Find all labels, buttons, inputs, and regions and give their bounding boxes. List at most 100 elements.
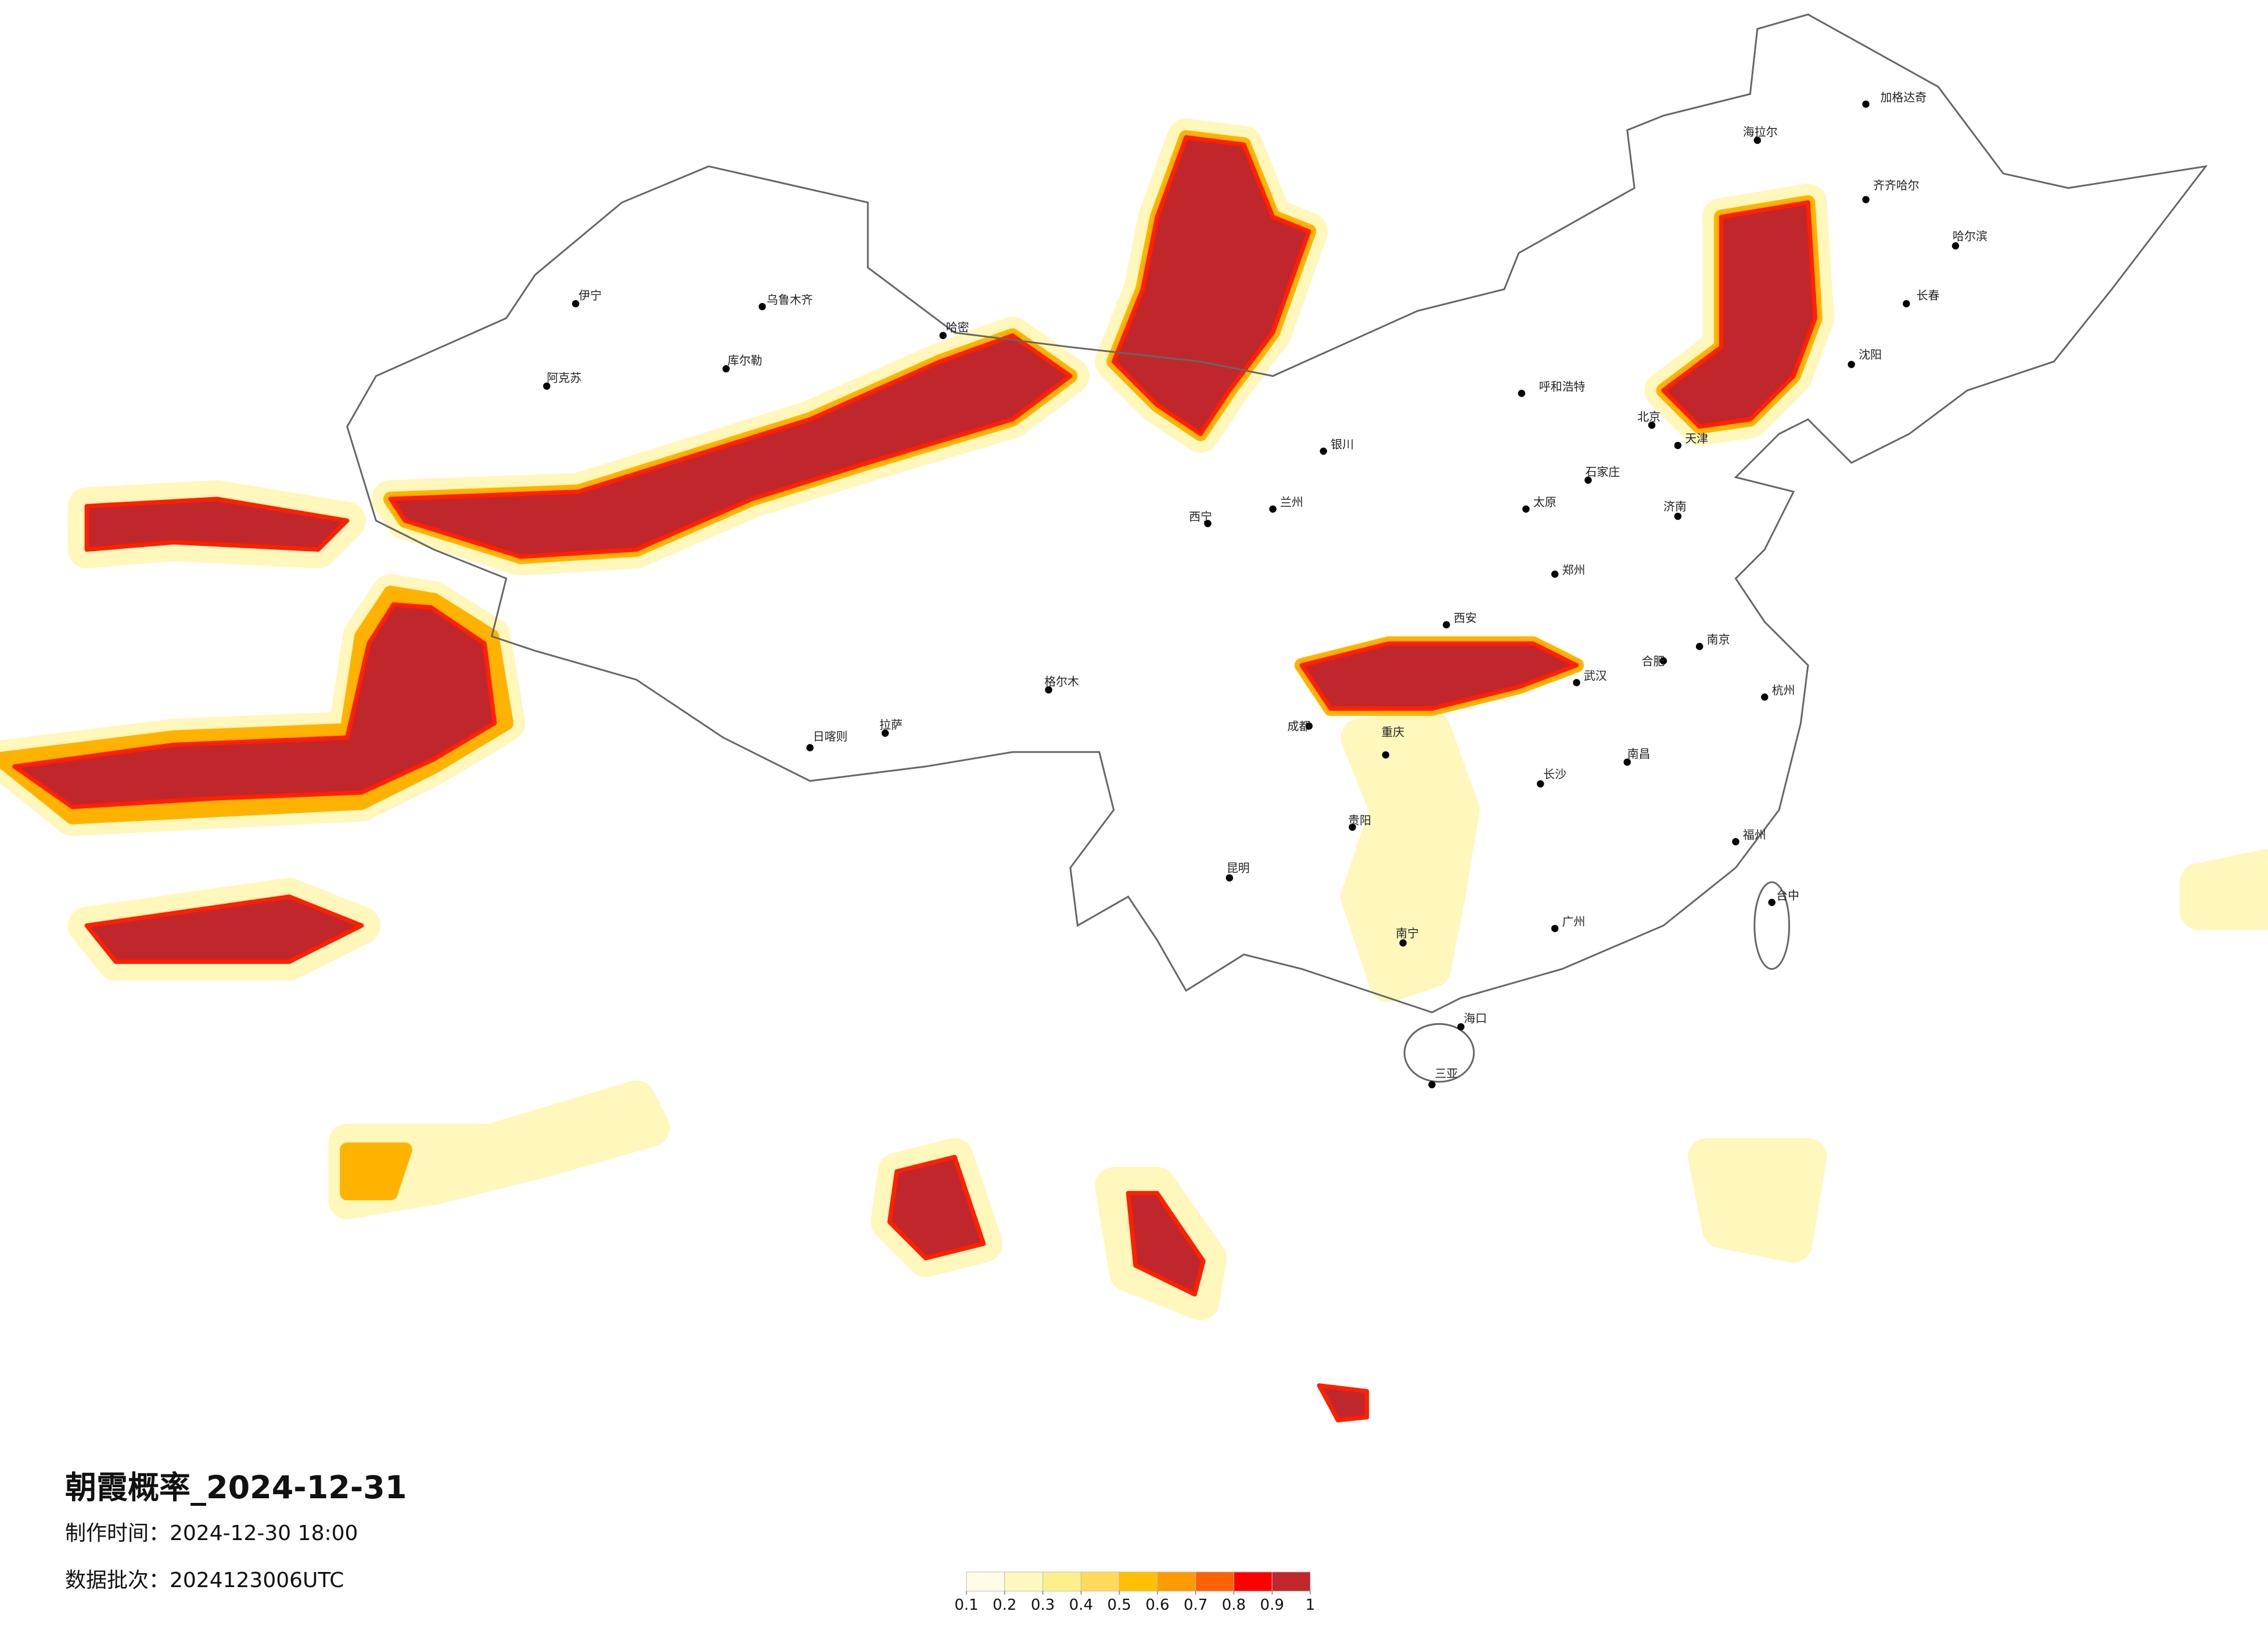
china-border [346, 13, 2208, 1083]
city-dot [1457, 1023, 1465, 1031]
city-label: 哈密 [946, 321, 969, 334]
colorbar-tick-label: 0.4 [1069, 1596, 1093, 1614]
city-dot [1584, 476, 1592, 484]
city-label: 天津 [1685, 432, 1708, 445]
colorbar-tick-label: 0.8 [1222, 1596, 1246, 1614]
city-dot [1951, 242, 1960, 250]
colorbar-tick-label: 0.1 [954, 1596, 978, 1614]
colorbar-cell [1080, 1571, 1120, 1592]
city-label: 武汉 [1584, 669, 1607, 682]
colorbar-cell [1004, 1571, 1044, 1592]
blob-northeast [1644, 184, 1834, 446]
colorbar-tick-label: 1 [1306, 1596, 1315, 1614]
colorbar-tick-label: 0.3 [1031, 1596, 1055, 1614]
city-label: 兰州 [1280, 496, 1303, 509]
map-title: 朝霞概率_2024-12-31 [65, 1469, 407, 1506]
colorbar-cell [1233, 1571, 1273, 1592]
colorbar-tick-label: 0.6 [1145, 1596, 1169, 1614]
city-label: 银川 [1331, 438, 1354, 451]
city-dot [1648, 421, 1656, 429]
city-dot [1522, 505, 1530, 513]
city-label: 加格达奇 [1881, 91, 1927, 104]
city-label: 太原 [1533, 496, 1557, 509]
city-dot [1428, 1081, 1436, 1089]
batch: 数据批次：2024123006UTC [65, 1569, 344, 1592]
city-label: 福州 [1743, 828, 1766, 841]
colorbar-cell [1043, 1571, 1081, 1592]
made-time: 制作时间：2024-12-30 18:00 [65, 1521, 358, 1545]
city-label: 拉萨 [879, 718, 903, 732]
city-dot [1573, 679, 1580, 686]
blob-central [1294, 636, 1584, 1002]
city-label: 石家庄 [1585, 465, 1620, 479]
city-dot [1204, 520, 1212, 527]
city-dot [1399, 939, 1407, 947]
city-label: 广州 [1562, 915, 1586, 929]
city-dot [1903, 300, 1910, 308]
blob-northwest [372, 316, 1090, 576]
cities: 海拉尔 加格达奇 齐齐哈尔 哈尔滨 长春 沈阳 北京 天津 石家庄 呼和浩特 太… [543, 91, 1987, 1089]
city-dot [1732, 838, 1739, 846]
city-dot [1269, 505, 1277, 513]
city-dot [1443, 621, 1450, 629]
city-label: 台中 [1776, 889, 1799, 902]
blob-west [0, 480, 526, 981]
city-dot [1848, 361, 1855, 368]
city-dot [759, 303, 766, 311]
city-dot [939, 332, 947, 339]
city-dot [1518, 390, 1526, 397]
colorbar: 0.1 0.2 0.3 0.4 0.5 0.6 0.7 0.8 0.9 1 [954, 1571, 1315, 1614]
city-dot [1382, 751, 1390, 759]
city-label: 库尔勒 [728, 354, 763, 368]
city-label: 长春 [1917, 289, 1940, 303]
city-dot [1674, 512, 1682, 520]
city-dot [1045, 686, 1052, 694]
city-label: 沈阳 [1859, 348, 1882, 362]
colorbar-cell [1119, 1571, 1158, 1592]
map-layer: 海拉尔 加格达奇 齐齐哈尔 哈尔滨 长春 沈阳 北京 天津 石家庄 呼和浩特 太… [0, 13, 2268, 1423]
city-label: 贵阳 [1348, 814, 1371, 828]
city-dot [722, 365, 730, 373]
city-dot [1623, 758, 1631, 766]
probability-blobs [0, 118, 2268, 1423]
city-dot [806, 744, 814, 751]
city-dot [1862, 100, 1870, 108]
colorbar-tick-label: 0.7 [1184, 1596, 1207, 1614]
colorbar-cell [1271, 1571, 1311, 1592]
city-dot [572, 300, 580, 308]
colorbar-cell [1195, 1571, 1234, 1592]
city-dot [543, 382, 551, 390]
city-label: 昆明 [1227, 862, 1250, 875]
city-label: 伊宁 [578, 289, 602, 303]
city-label: 哈尔滨 [1953, 229, 1987, 243]
city-dot [1659, 657, 1667, 665]
city-dot [1768, 898, 1775, 906]
city-label: 乌鲁木齐 [767, 293, 813, 307]
city-label: 海拉尔 [1743, 125, 1778, 139]
colorbar-cell [1157, 1571, 1196, 1592]
city-label: 日喀则 [813, 730, 848, 743]
city-label: 北京 [1637, 411, 1660, 424]
city-dot [1537, 780, 1544, 788]
city-dot [1551, 924, 1559, 933]
city-label: 南京 [1707, 633, 1730, 646]
city-dot [1551, 570, 1559, 578]
city-label: 格尔木 [1044, 675, 1079, 688]
city-label: 郑州 [1562, 564, 1586, 577]
city-dot [1862, 196, 1870, 203]
city-label: 杭州 [1772, 684, 1795, 697]
city-label: 济南 [1663, 500, 1687, 513]
city-dot [1349, 823, 1356, 831]
city-dot [1225, 874, 1234, 882]
city-dot [1695, 642, 1703, 650]
colorbar-tick-label: 0.5 [1107, 1596, 1131, 1614]
city-dot [1674, 441, 1682, 449]
city-label: 三亚 [1435, 1067, 1458, 1080]
city-label: 成都 [1287, 720, 1310, 733]
city-label: 齐齐哈尔 [1873, 179, 1920, 192]
city-label: 西宁 [1189, 510, 1212, 524]
city-label: 长沙 [1543, 768, 1566, 781]
colorbar-cell [966, 1571, 1005, 1592]
city-dot [1753, 136, 1762, 144]
